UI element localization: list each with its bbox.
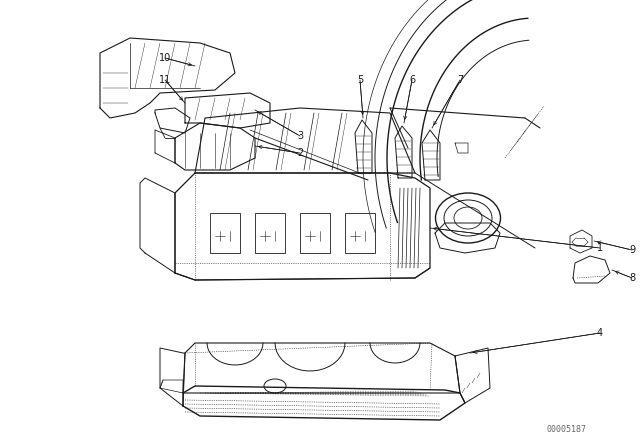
Text: 6: 6 [409,75,415,85]
Text: 8: 8 [629,273,635,283]
Text: 7: 7 [457,75,463,85]
Text: 9: 9 [629,245,635,255]
Text: 2: 2 [297,148,303,158]
Text: 11: 11 [159,75,171,85]
Text: 1: 1 [597,243,603,253]
Text: 00005187: 00005187 [547,425,586,434]
Text: 4: 4 [597,328,603,338]
Text: 5: 5 [357,75,363,85]
Text: 10: 10 [159,53,171,63]
Text: 3: 3 [297,131,303,141]
